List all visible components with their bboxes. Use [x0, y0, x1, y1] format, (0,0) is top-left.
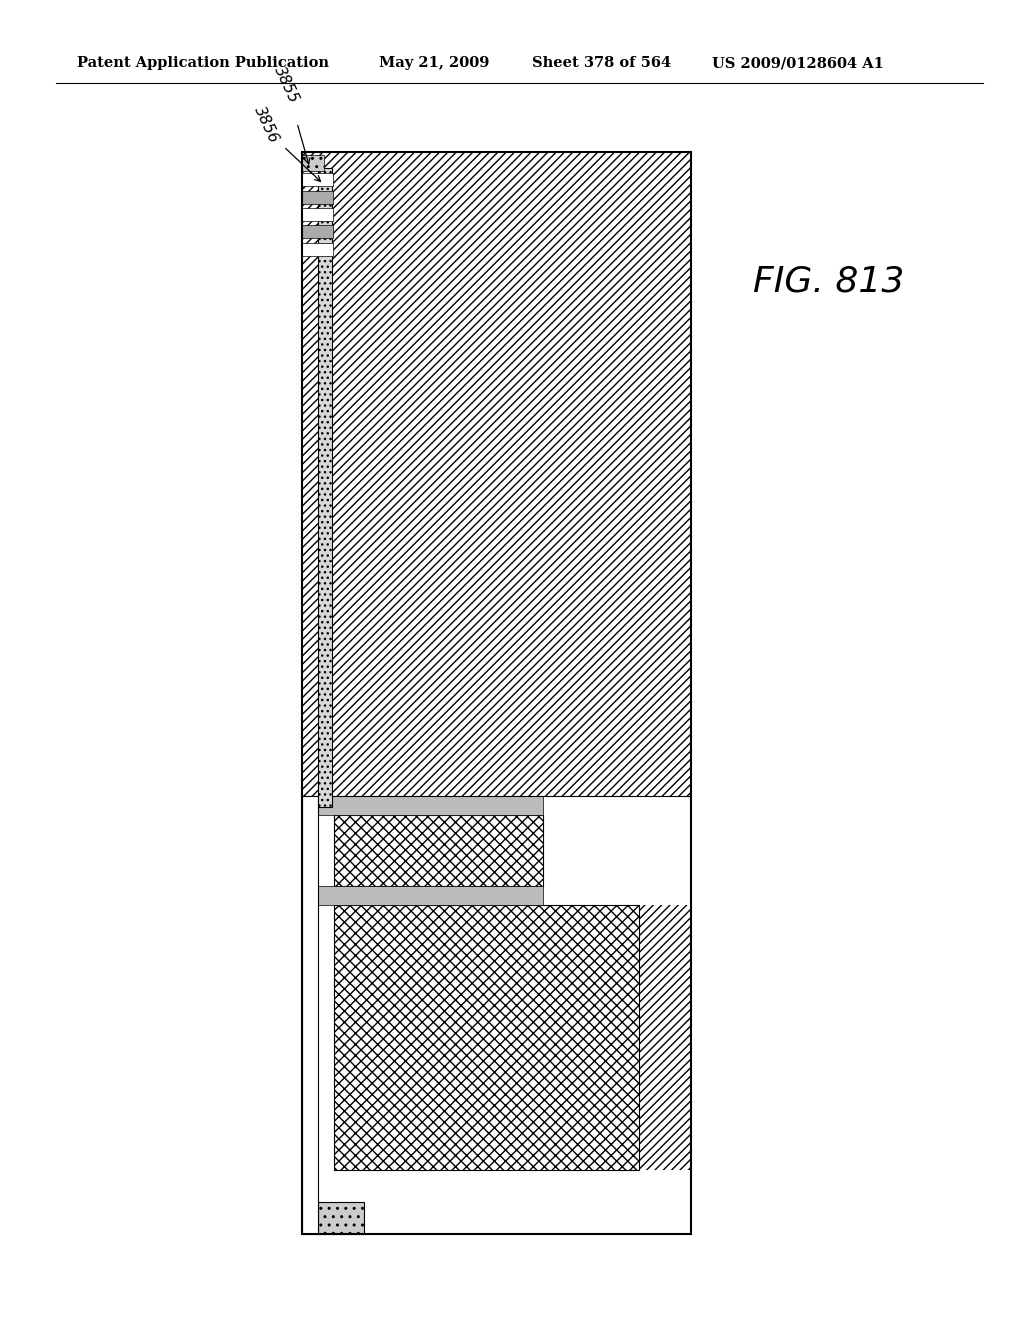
Bar	[335, 906, 639, 1171]
Bar	[302, 886, 544, 906]
Bar	[302, 226, 333, 239]
Text: Patent Application Publication: Patent Application Publication	[77, 57, 329, 70]
Bar	[639, 906, 691, 1171]
Text: 3855: 3855	[271, 63, 302, 106]
Text: May 21, 2009: May 21, 2009	[379, 57, 489, 70]
Bar	[317, 168, 333, 807]
Text: FIG. 813: FIG. 813	[753, 265, 904, 298]
Bar	[317, 1201, 365, 1234]
Text: US 2009/0128604 A1: US 2009/0128604 A1	[712, 57, 884, 70]
Bar	[302, 796, 317, 1234]
Bar	[302, 173, 333, 186]
Bar	[302, 209, 333, 220]
Bar	[302, 796, 544, 816]
Bar	[302, 154, 324, 172]
Bar	[302, 152, 691, 796]
Bar	[302, 152, 691, 1234]
Text: 3856: 3856	[251, 103, 282, 145]
Bar	[335, 816, 544, 886]
Bar	[302, 191, 333, 203]
Text: Sheet 378 of 564: Sheet 378 of 564	[532, 57, 672, 70]
Bar	[302, 243, 333, 256]
